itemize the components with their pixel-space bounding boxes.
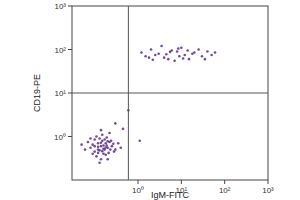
event-dot xyxy=(108,132,111,135)
event-dot xyxy=(160,45,163,48)
y-tick xyxy=(68,136,72,137)
event-dot xyxy=(109,148,112,151)
x-tick-label: 10² xyxy=(219,186,231,195)
event-dot xyxy=(103,138,106,141)
event-dot xyxy=(111,145,114,148)
event-dot xyxy=(97,145,100,148)
event-dot xyxy=(197,48,200,51)
event-dot xyxy=(89,146,92,149)
event-dot xyxy=(210,54,213,57)
y-tick-label: 10² xyxy=(54,46,66,55)
event-dot xyxy=(183,54,186,57)
event-dot xyxy=(91,153,94,156)
event-dot xyxy=(157,52,160,55)
event-dot xyxy=(102,144,105,147)
event-dot xyxy=(148,56,151,59)
event-dot xyxy=(214,51,217,54)
event-dot xyxy=(101,150,104,153)
event-dot xyxy=(106,158,109,161)
plot-frame xyxy=(72,6,268,180)
event-dot xyxy=(201,55,204,58)
event-dot xyxy=(93,138,96,141)
event-dot xyxy=(167,58,170,61)
event-dot xyxy=(100,158,103,161)
event-dot xyxy=(117,142,120,145)
event-dot xyxy=(154,54,157,57)
event-dot xyxy=(122,128,125,131)
event-dot xyxy=(98,137,101,140)
event-dot xyxy=(97,142,100,145)
event-dot xyxy=(138,139,141,142)
points xyxy=(72,6,268,180)
x-tick-label: 10³ xyxy=(262,186,274,195)
y-tick-label: 10³ xyxy=(54,2,66,11)
event-dot xyxy=(152,58,155,61)
event-dot xyxy=(182,57,185,60)
event-dot xyxy=(102,148,105,151)
event-dot xyxy=(110,139,113,142)
event-dot xyxy=(144,55,147,58)
event-dot xyxy=(186,49,189,52)
y-axis-label: CD19-PE xyxy=(32,74,42,112)
event-dot xyxy=(112,142,115,145)
event-dot xyxy=(173,59,176,62)
event-dot xyxy=(93,145,96,148)
event-dot xyxy=(180,46,183,49)
event-dot xyxy=(206,50,209,53)
event-dot xyxy=(89,137,92,140)
event-dot xyxy=(100,141,103,144)
event-dot xyxy=(107,152,110,155)
event-dot xyxy=(101,133,104,136)
event-dot xyxy=(100,145,103,148)
event-dot xyxy=(114,122,117,125)
x-tick xyxy=(224,180,225,184)
x-tick xyxy=(137,180,138,184)
event-dot xyxy=(178,55,181,58)
x-tick-label: 10⁰ xyxy=(132,186,144,195)
event-dot xyxy=(176,50,179,53)
event-dot xyxy=(95,135,98,138)
event-dot xyxy=(191,52,194,55)
y-tick xyxy=(68,6,72,7)
event-dot xyxy=(97,152,100,155)
event-dot xyxy=(100,129,103,132)
x-axis-label: IgM-FITC xyxy=(151,190,189,200)
event-dot xyxy=(119,146,122,149)
event-dot xyxy=(95,155,98,158)
event-dot xyxy=(104,146,107,149)
event-dot xyxy=(104,153,107,156)
event-dot xyxy=(150,48,153,51)
y-tick-label: 10¹ xyxy=(54,89,66,98)
event-dot xyxy=(188,58,191,61)
event-dot xyxy=(140,51,143,54)
event-dot xyxy=(98,149,101,152)
event-dot xyxy=(169,51,172,54)
event-dot xyxy=(98,161,101,164)
event-dot xyxy=(177,47,180,50)
y-tick xyxy=(68,49,72,50)
event-dot xyxy=(105,136,108,139)
y-tick-label: 10⁰ xyxy=(54,133,66,142)
event-dot xyxy=(93,150,96,153)
event-dot xyxy=(84,148,87,151)
gate-horizontal xyxy=(72,93,268,94)
event-dot xyxy=(106,140,109,143)
event-dot xyxy=(87,141,90,144)
x-tick xyxy=(181,180,182,184)
x-tick xyxy=(268,180,269,184)
event-dot xyxy=(80,143,83,146)
event-dot xyxy=(104,142,107,145)
event-dot xyxy=(165,53,168,56)
chart: 10⁰10¹10²10³10⁰10¹10²10³IgM-FITCCD19-PE xyxy=(0,0,300,200)
event-dot xyxy=(163,56,166,59)
event-dot xyxy=(102,153,105,156)
y-tick xyxy=(68,93,72,94)
event-dot xyxy=(204,58,207,61)
event-dot xyxy=(113,150,116,153)
